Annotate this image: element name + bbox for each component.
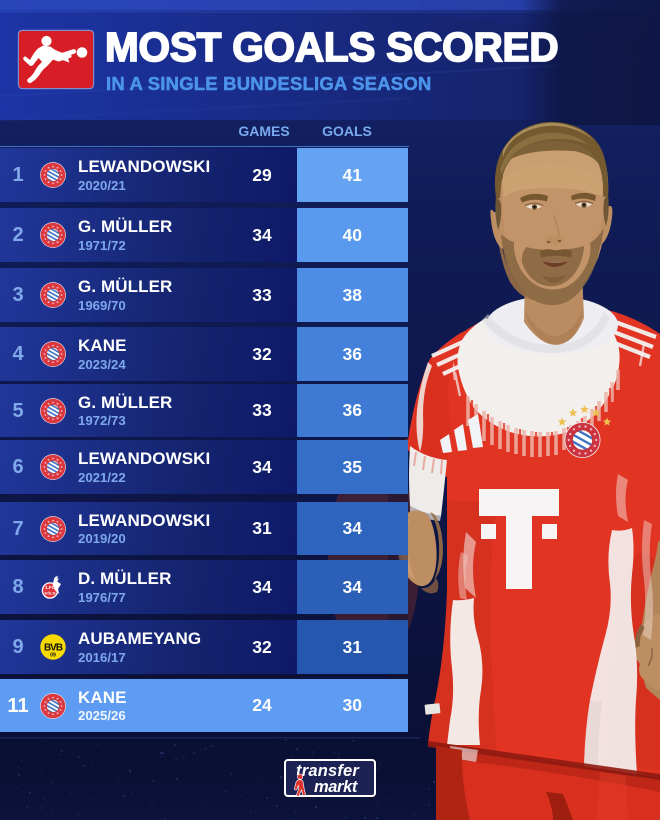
svg-text:09: 09 (50, 653, 56, 659)
svg-text:BVB: BVB (44, 643, 63, 654)
svg-text:1.FC: 1.FC (45, 585, 56, 590)
svg-text:KÖLN: KÖLN (45, 591, 56, 596)
